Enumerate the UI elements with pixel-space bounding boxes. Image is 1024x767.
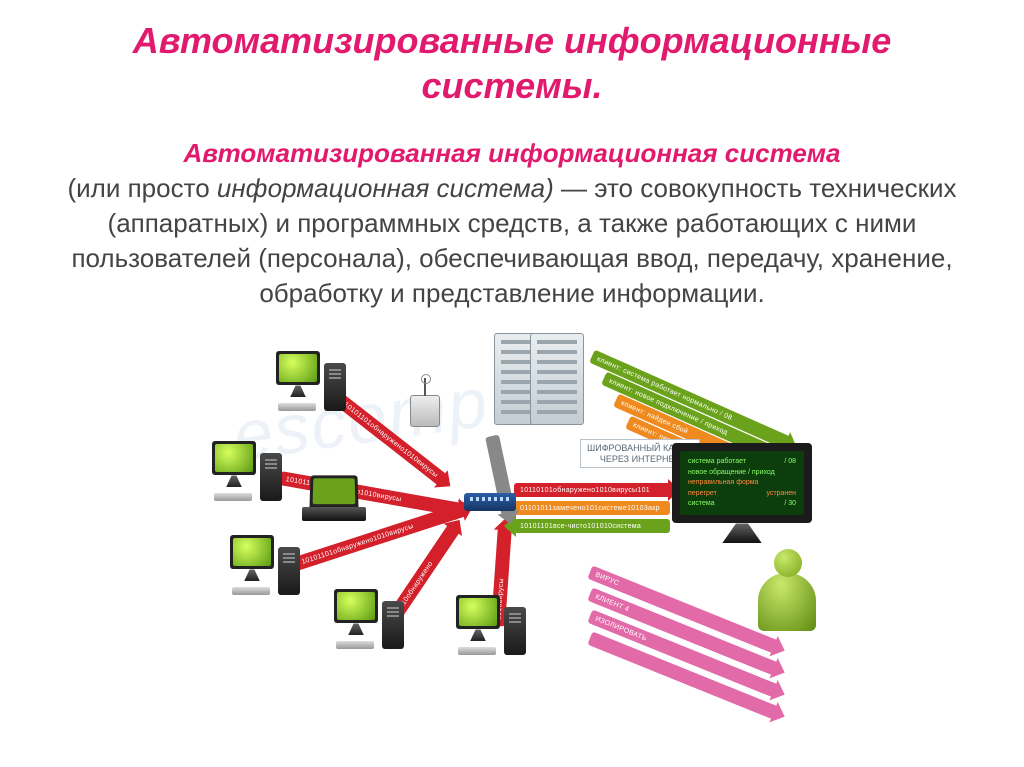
- server-rack-icon: [530, 333, 584, 425]
- workstation-icon: [334, 585, 404, 649]
- operator-icon: [752, 549, 822, 631]
- network-switch-icon: [464, 493, 516, 511]
- workstation-icon: [230, 531, 300, 595]
- data-arrow: 10110101обнаружено1010вирусы101: [514, 483, 670, 497]
- workstation-icon: [456, 591, 526, 655]
- network-diagram: escomp.ru 10101101обнаружено1010вирусы10…: [192, 333, 832, 663]
- slide-title: Автоматизированные информационные систем…: [30, 18, 994, 108]
- workstation-icon: [276, 347, 346, 411]
- laptop-icon: [302, 475, 366, 521]
- data-arrow: 10101101все-чисто101010система: [514, 519, 670, 533]
- data-arrow: 01101011замечено101системе10103акр: [514, 501, 670, 515]
- slide: Автоматизированные информационные систем…: [0, 0, 1024, 767]
- definition-paragraph: Автоматизированная информационная систем…: [30, 136, 994, 311]
- title-line-2: системы.: [422, 65, 603, 106]
- workstation-icon: [212, 437, 282, 501]
- admin-monitor-icon: система работает/ 08новое обращение / пр…: [672, 443, 812, 543]
- title-line-1: Автоматизированные информационные: [133, 20, 892, 61]
- lead-term: Автоматизированная информационная систем…: [183, 138, 840, 168]
- body-pre: (или просто: [67, 173, 216, 203]
- router-icon: [410, 395, 440, 427]
- body-italic: информационная система): [217, 173, 554, 203]
